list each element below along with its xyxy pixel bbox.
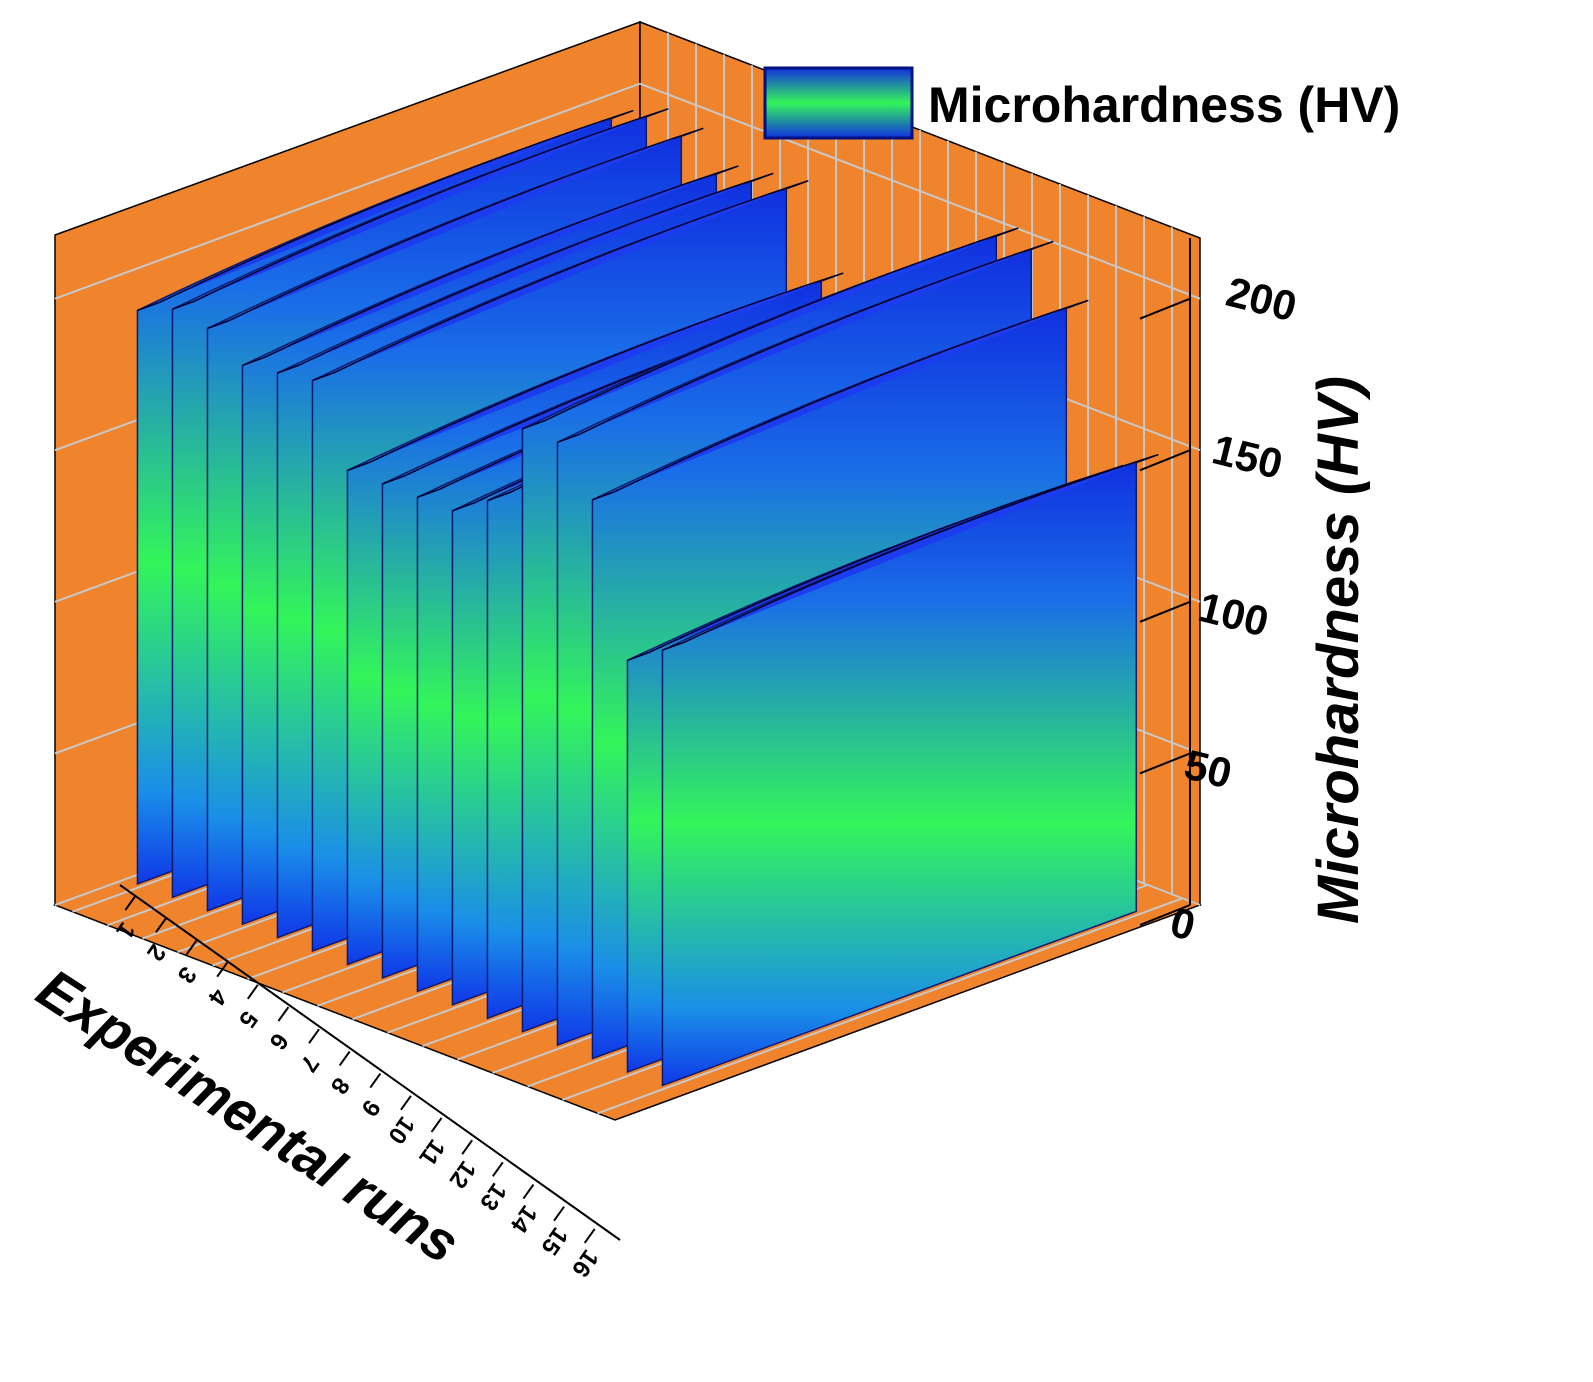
y-tick [1139, 904, 1191, 926]
grid-line-left [54, 82, 641, 300]
x-tick-label: 16 [566, 1245, 603, 1282]
data-wall-top-run-6 [312, 180, 809, 382]
y-tick-label: 200 [1222, 268, 1301, 331]
x-tick [185, 939, 198, 956]
data-wall-top-run-12 [522, 227, 1019, 430]
x-tick [430, 1117, 443, 1133]
y-tick-label: 50 [1180, 741, 1237, 798]
x-tick [338, 1050, 351, 1066]
data-wall-top-run-16 [662, 453, 1159, 651]
data-wall-top-run-14 [592, 299, 1089, 501]
data-wall-top-run-4 [242, 165, 739, 367]
data-wall-top-run-1 [137, 109, 634, 312]
x-tick-label: 6 [264, 1028, 294, 1054]
x-tick-label: 11 [413, 1134, 450, 1170]
data-wall-top-run-15 [627, 464, 1124, 662]
data-wall-top-run-7 [347, 272, 844, 472]
x-tick [308, 1028, 320, 1044]
x-tick-label: 9 [356, 1095, 386, 1121]
x-tick-label: 8 [325, 1072, 355, 1098]
x-tick-label: 14 [504, 1200, 542, 1238]
legend: Microhardness (HV) [763, 66, 1400, 140]
x-tick [461, 1139, 474, 1155]
x-tick [155, 917, 167, 933]
x-tick [124, 895, 137, 911]
x-tick [369, 1073, 382, 1089]
x-tick [553, 1206, 565, 1222]
data-walls [136, 108, 1159, 1087]
y-tick-label: 150 [1208, 425, 1287, 488]
x-tick [400, 1095, 412, 1111]
y-tick [1139, 449, 1191, 472]
x-tick-label: 13 [474, 1178, 511, 1215]
floor-grid-line [597, 897, 1183, 1115]
data-wall-top-run-13 [557, 240, 1054, 443]
x-tick [583, 1228, 596, 1244]
x-tick-label: 12 [444, 1156, 481, 1193]
x-tick-label: 4 [202, 984, 232, 1011]
x-tick [491, 1161, 504, 1177]
legend-label: Microhardness (HV) [928, 77, 1400, 133]
x-tick-label: 10 [382, 1111, 419, 1148]
data-wall-top-run-5 [277, 172, 774, 374]
y-tick [1139, 752, 1191, 775]
y-tick [1139, 600, 1191, 623]
data-wall-top-run-2 [172, 108, 669, 310]
x-tick [246, 984, 259, 1000]
y-tick-label: 100 [1194, 583, 1273, 646]
x-tick [522, 1183, 535, 1200]
x-axis-line [119, 884, 621, 1241]
x-tick [216, 962, 229, 978]
x-tick-label: 15 [535, 1222, 572, 1259]
x-tick-label: 7 [294, 1050, 324, 1076]
legend-box [763, 66, 914, 140]
data-wall-top-run-3 [207, 127, 704, 330]
y-tick [1139, 297, 1191, 320]
x-tick-label: 5 [233, 1006, 263, 1032]
x-tick-label: 3 [172, 962, 202, 988]
x-tick [277, 1006, 290, 1022]
y-axis-title: Microhardness (HV) [1306, 376, 1371, 924]
